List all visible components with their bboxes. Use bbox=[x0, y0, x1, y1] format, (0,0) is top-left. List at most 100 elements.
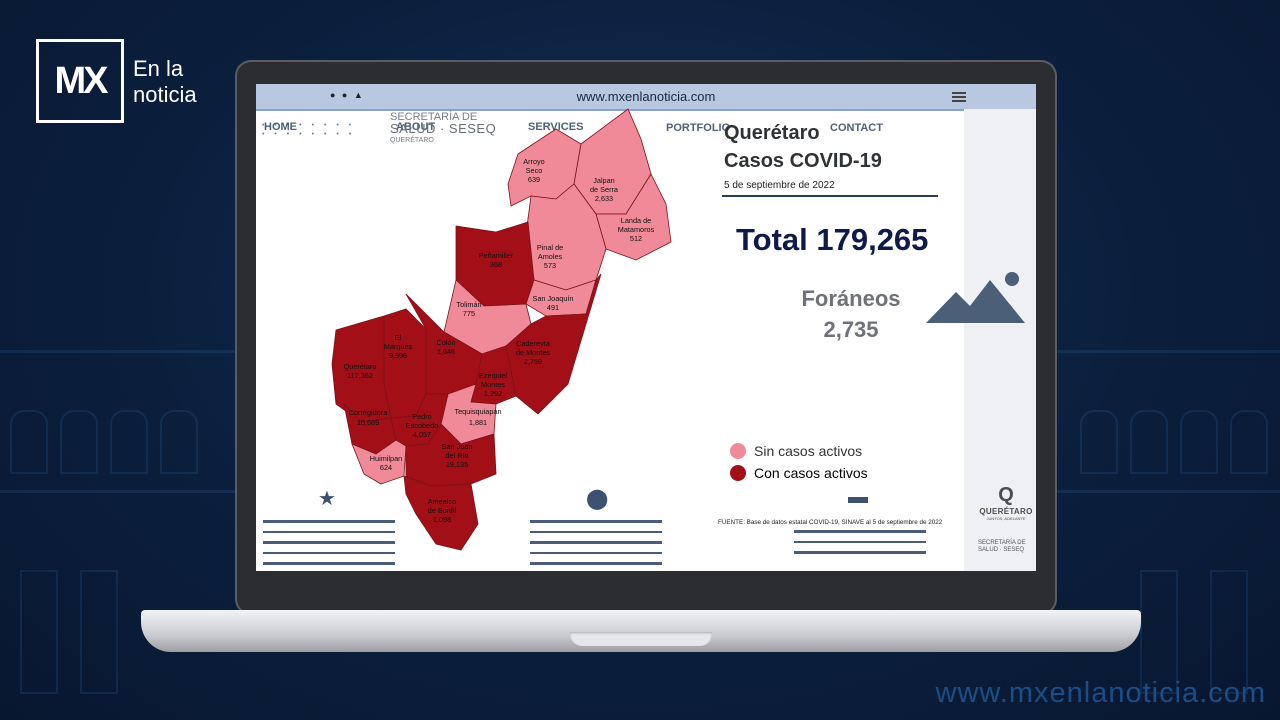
foraneos-value: 2,735 bbox=[823, 317, 879, 342]
label-huimilpan-name: Huimilpan bbox=[370, 454, 402, 463]
label-cadereyta-name-1: Cadereyta bbox=[516, 339, 551, 348]
source-note: FUENTE: Base de datos estatal COVID-19, … bbox=[718, 519, 943, 526]
label-pedro-escobedo-cases: 4,057 bbox=[413, 430, 431, 439]
label-pedro-escobedo-name-1: Pedro bbox=[412, 412, 431, 421]
building-window bbox=[20, 570, 58, 694]
label-queretaro-name: Querétaro bbox=[344, 362, 377, 371]
report-title: Querétaro Casos COVID-19 bbox=[724, 119, 882, 175]
label-tequisquiapan-cases: 1,881 bbox=[469, 418, 487, 427]
region-amealco bbox=[403, 475, 479, 551]
label-el-marques-name-2: Marqués bbox=[384, 342, 413, 351]
building-window bbox=[1210, 570, 1248, 694]
region-cadereyta bbox=[505, 273, 602, 415]
label-jalpan: Jalpan de Serra 2,633 bbox=[590, 176, 619, 203]
legend: Sin casos activos Con casos activos bbox=[730, 443, 868, 487]
label-landa-name-1: Landa de bbox=[621, 216, 651, 225]
label-arroyo-seco-cases: 639 bbox=[528, 175, 540, 184]
queretaro-logo: Q QUERÉTARO JUNTOS, ADELANTE bbox=[976, 484, 1036, 521]
label-jalpan-name-1: Jalpan bbox=[593, 176, 615, 185]
legend-item-con: Con casos activos bbox=[730, 465, 868, 481]
legend-item-sin: Sin casos activos bbox=[730, 443, 868, 459]
label-amealco-cases: 1,098 bbox=[433, 515, 451, 524]
label-cadereyta-cases: 2,759 bbox=[524, 357, 542, 366]
foraneos-label: Foráneos bbox=[801, 286, 901, 311]
label-landa-cases: 512 bbox=[630, 234, 642, 243]
label-penamiller-cases: 368 bbox=[490, 260, 502, 269]
nav-portfolio[interactable]: PORTFOLIO bbox=[666, 122, 731, 134]
building-window bbox=[1140, 570, 1178, 694]
queretaro-map: Arroyo Seco 639 Jalpan de Serra 2,633 Landa … bbox=[331, 108, 672, 551]
building-arch bbox=[10, 410, 48, 474]
footer-lines-left bbox=[263, 520, 395, 571]
label-san-juan-cases: 19,135 bbox=[446, 460, 468, 469]
label-cadereyta-name-2: de Montes bbox=[516, 348, 550, 357]
brand-name: En la noticia bbox=[133, 56, 197, 108]
card-icon[interactable]: ▬ bbox=[848, 486, 868, 508]
seseq-logo-line3: QUERÉTARO bbox=[390, 137, 434, 144]
label-ezequiel-cases: 1,292 bbox=[484, 389, 502, 398]
label-el-marques-name-1: El bbox=[395, 333, 402, 342]
nav-contact[interactable]: CONTACT bbox=[830, 122, 883, 134]
seseq-logo-line2: SALUD · SESEQ bbox=[390, 121, 497, 136]
label-huimilpan-cases: 624 bbox=[380, 463, 392, 472]
secretaria-logo: SECRETARÍA DE SALUD · SESEQ bbox=[978, 540, 1026, 553]
hamburger-menu-icon[interactable] bbox=[952, 92, 966, 104]
legend-label-con: Con casos activos bbox=[754, 465, 868, 481]
queretaro-logo-sub: JUNTOS, ADELANTE bbox=[986, 516, 1026, 521]
nav-home[interactable]: HOME bbox=[264, 121, 297, 133]
label-pinal-cases: 573 bbox=[544, 261, 556, 270]
label-san-juan-name-2: del Río bbox=[445, 451, 468, 460]
label-pinal: Pinal de Amoles 573 bbox=[537, 243, 563, 270]
label-san-joaquin-name: San Joaquín bbox=[533, 294, 574, 303]
brand-name-line2: noticia bbox=[133, 82, 197, 107]
footer-lines-center bbox=[530, 520, 662, 571]
building-arch bbox=[1230, 410, 1268, 474]
star-icon[interactable]: ★ bbox=[318, 488, 336, 510]
total-cases: Total 179,265 bbox=[736, 222, 929, 257]
label-amealco-name-1: Amealco bbox=[428, 497, 456, 506]
label-el-marques-cases: 9,996 bbox=[389, 351, 407, 360]
map-pin-icon[interactable]: ⬤ bbox=[586, 488, 609, 510]
building-arch bbox=[160, 410, 198, 474]
label-arroyo-seco: Arroyo Seco 639 bbox=[523, 157, 545, 184]
building-arch bbox=[1130, 410, 1168, 474]
laptop-notch bbox=[570, 632, 712, 646]
label-san-joaquin-cases: 491 bbox=[547, 303, 559, 312]
queretaro-logo-name: QUERÉTARO bbox=[979, 507, 1033, 516]
nav-about[interactable]: ABOUT bbox=[396, 121, 436, 133]
label-toliman-cases: 775 bbox=[463, 309, 475, 318]
window-controls[interactable]: ● ● ▲ bbox=[330, 90, 365, 100]
browser-url[interactable]: www.mxenlanoticia.com bbox=[576, 89, 716, 104]
brand-name-line1: En la bbox=[133, 56, 184, 81]
label-amealco-name-2: de Bonfil bbox=[428, 506, 457, 515]
nav-services[interactable]: SERVICES bbox=[528, 121, 584, 133]
label-penamiller-name: Peñamiller bbox=[479, 251, 514, 260]
label-pinal-name-2: Amoles bbox=[538, 252, 563, 261]
footer-lines-right bbox=[794, 530, 926, 562]
mountain-image-icon bbox=[926, 272, 1025, 323]
label-el-marques: El Marqués 9,996 bbox=[384, 333, 413, 360]
label-toliman: Tolimán 775 bbox=[456, 300, 481, 318]
label-colon-name: Colón bbox=[436, 338, 455, 347]
browser-bar: ● ● ▲ www.mxenlanoticia.com bbox=[256, 84, 1036, 111]
label-corregidora: Corregidora 10,689 bbox=[349, 408, 388, 427]
footer-url[interactable]: www.mxenlanoticia.com bbox=[935, 677, 1266, 709]
label-corregidora-name: Corregidora bbox=[349, 408, 388, 417]
label-landa: Landa de Matamoros 512 bbox=[618, 216, 655, 243]
foraneos-block: Foráneos 2,735 bbox=[766, 283, 936, 345]
label-colon: Colón 1,646 bbox=[436, 338, 455, 356]
building-arch bbox=[1180, 410, 1218, 474]
building-window bbox=[80, 570, 118, 694]
label-colon-cases: 1,646 bbox=[437, 347, 455, 356]
label-penamiller: Peñamiller 368 bbox=[479, 251, 514, 269]
label-pinal-name-1: Pinal de bbox=[537, 243, 563, 252]
label-tequisquiapan: Tequisquiapan 1,881 bbox=[454, 407, 501, 427]
building-arch bbox=[1080, 410, 1118, 474]
region-el-marques bbox=[383, 308, 427, 419]
report-title-line1: Querétaro bbox=[724, 122, 820, 144]
right-side-strip bbox=[964, 109, 1036, 571]
decorative-dots: • • • • • • • • • • • • • • • • bbox=[262, 122, 356, 138]
label-ezequiel-name-2: Montes bbox=[481, 380, 505, 389]
label-arroyo-seco-name-2: Seco bbox=[526, 166, 543, 175]
legend-swatch-red bbox=[730, 465, 746, 481]
